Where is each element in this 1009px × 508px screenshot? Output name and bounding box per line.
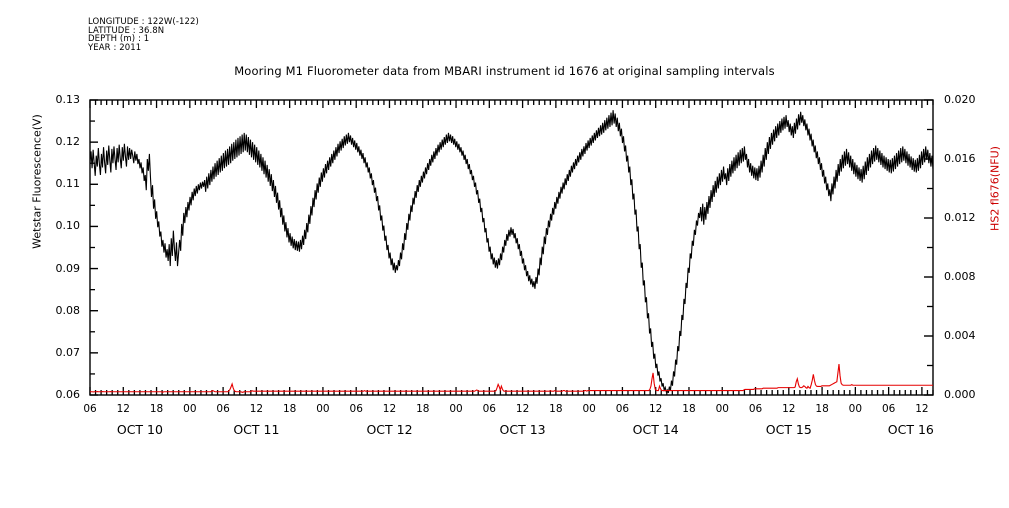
x-axis-hour-label: 12	[782, 403, 796, 415]
x-axis-hour-label: 06	[83, 403, 97, 415]
x-axis-hour-label: 06	[748, 403, 763, 415]
metadata-line-2: DEPTH (m) : 1	[88, 34, 150, 45]
x-axis-hour-label: 06	[216, 403, 230, 415]
plot-frame	[89, 99, 934, 396]
x-axis-hour-label: 18	[549, 403, 563, 415]
x-axis-hour-label: 18	[416, 403, 430, 415]
x-axis-hour-label: 06	[482, 403, 496, 415]
x-axis-day-label: OCT 15	[765, 422, 812, 437]
x-axis-hour-label: 12	[249, 403, 264, 415]
x-axis-day-label: OCT 14	[632, 422, 679, 437]
x-axis-day-label: OCT 13	[499, 422, 546, 437]
x-axis-hour-label: 12	[915, 403, 929, 415]
x-axis-hour-label: 12	[382, 403, 397, 415]
x-axis-hour-label: 00	[183, 403, 197, 415]
x-axis-hour-label: 00	[715, 403, 729, 415]
metadata-line-3: YEAR : 2011	[88, 42, 142, 53]
y-axis-left-tick-label: 0.10	[55, 219, 81, 233]
y-axis-left-tick-label: 0.07	[55, 345, 81, 359]
y-axis-right-tick-label: 0.004	[944, 329, 976, 342]
x-axis-hour-label: 12	[116, 403, 130, 415]
y-axis-right-label: HS2 fl676(NFU)	[988, 146, 1002, 231]
y-axis-left-tick-label: 0.13	[55, 93, 81, 106]
y-axis-right-tick-label: 0.016	[944, 152, 976, 165]
x-axis-day-label: OCT 16	[887, 422, 934, 437]
y-axis-right-tick-label: 0.008	[944, 270, 976, 283]
x-axis-day-label: OCT 10	[116, 422, 163, 437]
x-axis-hour-label: 18	[282, 403, 297, 415]
x-axis-hour-label: 18	[815, 403, 829, 415]
y-axis-right-tick-label: 0.012	[944, 211, 976, 224]
x-axis-hour-label: 06	[881, 403, 896, 415]
x-axis-hour-label: 00	[848, 403, 863, 415]
x-axis-hour-label: 00	[316, 403, 330, 415]
metadata-line-0: LONGITUDE : 122W(-122)	[88, 17, 199, 27]
station-metadata: LONGITUDE : 122W(-122) LATITUDE : 36.8N DE…	[88, 18, 199, 52]
y-axis-left-tick-label: 0.09	[55, 261, 81, 275]
x-axis-hour-label: 00	[449, 403, 463, 415]
y-axis-right-tick-label: 0.020	[944, 93, 976, 106]
x-axis-hour-label: 12	[515, 403, 530, 415]
x-axis-hour-label: 12	[649, 403, 663, 415]
x-axis-hour-label: 06	[349, 403, 363, 415]
y-axis-left-tick-label: 0.12	[55, 135, 81, 149]
x-axis-day-label: OCT 11	[233, 422, 280, 437]
y-axis-left-tick-label: 0.06	[55, 388, 81, 401]
chart-title: Mooring M1 Fluorometer data from MBARI i…	[234, 64, 775, 78]
x-axis-hour-label: 00	[582, 403, 596, 415]
x-axis-day-label: OCT 12	[366, 422, 413, 437]
y-axis-right-tick-label: 0.000	[944, 388, 976, 401]
metadata-line-1: LATITUDE : 36.8N	[88, 25, 165, 36]
data-series-fluorescence	[89, 110, 934, 394]
data-series-hs2	[90, 363, 933, 393]
x-axis-hour-label: 18	[149, 403, 164, 415]
x-axis-hour-label: 18	[682, 403, 696, 415]
y-axis-left-tick-label: 0.11	[55, 177, 81, 191]
y-axis-left-tick-label: 0.08	[55, 303, 81, 317]
x-axis-hour-label: 06	[615, 403, 630, 415]
